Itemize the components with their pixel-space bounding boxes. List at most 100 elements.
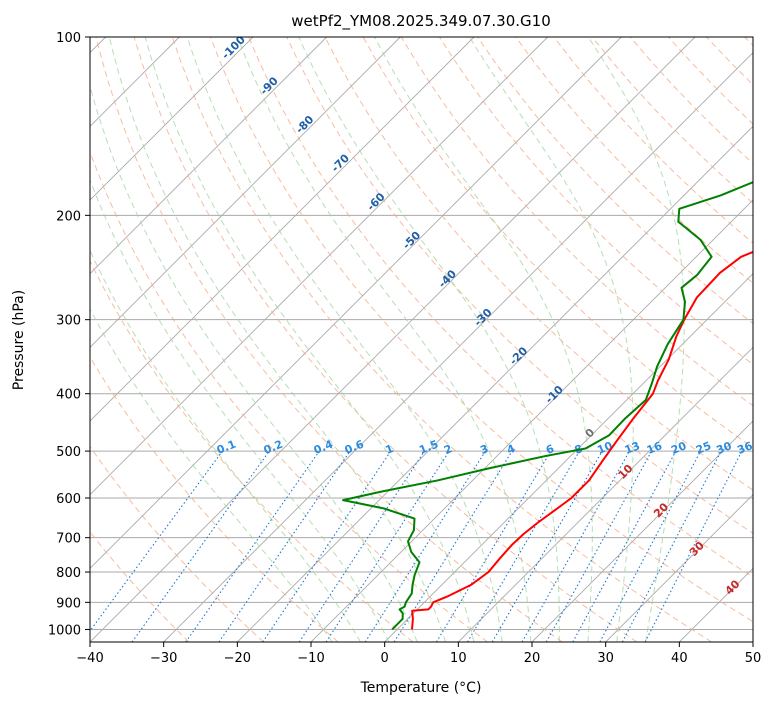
x-tick-label: −10 — [297, 651, 324, 666]
isotherm-line — [90, 37, 254, 201]
mixing-ratio-line — [90, 450, 223, 632]
mixing-ratio-label: 0.6 — [343, 437, 366, 456]
mixing-ratio-label: 1 — [383, 442, 395, 457]
x-tick-label: 20 — [524, 651, 541, 666]
y-tick-label: 300 — [56, 314, 81, 329]
y-tick-label: 200 — [56, 209, 81, 224]
dry-adiabat-label: -90 — [258, 74, 281, 97]
profile-series — [342, 181, 753, 631]
x-tick-label: −40 — [76, 651, 103, 666]
dry-adiabat-line — [90, 445, 264, 642]
y-axis-label: Pressure (hPa) — [11, 290, 27, 390]
mixing-ratio-label: 2 — [442, 442, 454, 457]
moist-adiabat-line — [469, 37, 634, 642]
line-labels: 0.1 0.2 0.4 0.6 1 1.5 2 3 4 6 8 10 13 16 20 25 30 36-100-… — [215, 37, 754, 598]
mixing-ratio-label: 30 — [715, 439, 734, 457]
dry-adiabat-label: -60 — [364, 190, 387, 213]
dry-adiabats — [90, 37, 753, 642]
isotherm-line — [237, 125, 753, 642]
dry-adiabat-line — [248, 37, 753, 578]
x-tick-label: 50 — [745, 651, 762, 666]
dry-adiabat-line — [90, 531, 190, 642]
y-tick-label: 500 — [56, 445, 81, 460]
isotherm-line — [90, 37, 548, 496]
x-tick-label: −20 — [224, 651, 251, 666]
moist-adiabat-line — [186, 37, 503, 642]
dry-adiabat-line — [90, 259, 414, 642]
x-tick-label: 40 — [671, 651, 688, 666]
mixing-ratio-label: 20 — [669, 439, 688, 457]
dry-adiabat-line — [324, 37, 753, 491]
dry-adiabat-label: 30 — [687, 539, 707, 559]
isotherm-line — [605, 494, 753, 642]
mixing-ratio-line — [491, 450, 603, 642]
moist-adiabat-line — [374, 37, 593, 642]
dry-adiabat-label: 10 — [616, 462, 636, 482]
dry-adiabat-label: -70 — [329, 151, 352, 174]
plot-frame — [89, 36, 754, 643]
moist-adiabat-line — [90, 249, 362, 642]
mixing-ratio-label: 0.4 — [312, 438, 335, 457]
mixing-ratio-line — [521, 450, 630, 642]
dry-adiabat-line — [553, 37, 753, 244]
moist-adiabat-line — [90, 308, 333, 642]
dry-adiabat-label: -10 — [543, 383, 566, 406]
dry-adiabat-line — [515, 37, 753, 284]
mixing-ratio-line — [185, 450, 320, 642]
mixing-ratio-label: 16 — [645, 439, 664, 457]
isotherm-line — [163, 52, 753, 642]
moist-adiabat-line — [237, 37, 532, 642]
dry-adiabat-line — [286, 37, 753, 534]
isotherm-line — [458, 346, 753, 642]
pressure-gridlines — [90, 37, 753, 630]
isotherm-line — [531, 420, 753, 642]
y-tick-label: 900 — [56, 596, 81, 611]
isotherm-line — [90, 37, 401, 348]
dry-adiabat-line — [744, 37, 753, 47]
x-tick-label: 30 — [597, 651, 614, 666]
mixing-ratio-line — [262, 450, 392, 642]
mixing-ratio-line — [298, 450, 425, 642]
dry-adiabat-line — [210, 37, 753, 623]
temperature-profile-line — [411, 250, 753, 630]
mixing-ratio-line — [572, 450, 677, 642]
y-tick-label: 700 — [56, 532, 81, 547]
mixing-ratio-line — [599, 450, 702, 642]
dry-adiabat-label: -30 — [471, 306, 494, 329]
dry-adiabat-line — [95, 37, 563, 642]
mixing-ratio-label: 25 — [694, 439, 713, 457]
chart-title: wetPf2_YM08.2025.349.07.30.G10 — [291, 12, 550, 31]
moist-adiabat-line — [108, 37, 446, 642]
isotherm-line — [90, 37, 696, 642]
mixing-ratio-line — [467, 450, 580, 642]
isotherm-line — [90, 37, 475, 422]
skewed-isotherms — [90, 37, 753, 642]
x-axis-ticks: −40 −30 −20 −10 0 10 20 30 40 50 — [76, 642, 761, 666]
isotherm-line — [384, 273, 753, 642]
moist-adiabat-line — [298, 37, 560, 642]
x-axis-label: Temperature (°C) — [360, 680, 482, 696]
dry-adiabat-label: 0 — [583, 426, 598, 441]
moist-adiabat-line — [144, 37, 475, 642]
y-axis-ticks: 100 200 300 400 500 600 700 800 900 1000 — [48, 31, 90, 638]
isotherm-line — [90, 37, 327, 275]
dry-adiabat-label: -20 — [507, 344, 530, 367]
dry-adiabat-line — [90, 356, 339, 642]
mixing-ratio-line — [218, 450, 351, 642]
dry-adiabat-label: 40 — [723, 577, 743, 597]
mixing-ratio-label: 13 — [623, 439, 642, 457]
y-tick-label: 400 — [56, 388, 81, 403]
x-tick-label: −30 — [150, 651, 177, 666]
moist-adiabat-line — [90, 84, 418, 642]
dry-adiabat-line — [438, 37, 753, 366]
mixing-ratio-label: 3 — [478, 442, 490, 457]
mixing-ratio-label: 10 — [595, 439, 614, 457]
x-tick-label: 10 — [450, 651, 467, 666]
dry-adiabat-label: -80 — [293, 113, 316, 136]
mixing-ratio-line — [364, 450, 486, 642]
dry-adiabat-line — [133, 37, 638, 642]
y-tick-label: 800 — [56, 566, 81, 581]
y-tick-label: 1000 — [48, 623, 81, 638]
isotherm-line — [310, 199, 753, 642]
mixing-ratio-label: 36 — [735, 439, 754, 457]
